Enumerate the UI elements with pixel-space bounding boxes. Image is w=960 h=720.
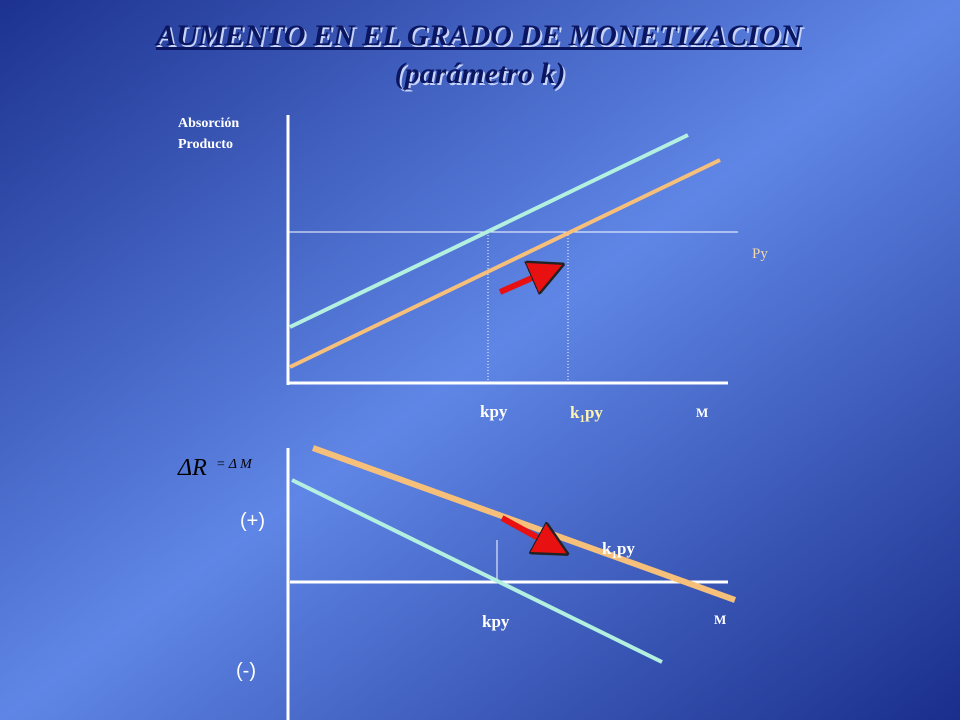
- label-part: k: [570, 403, 580, 422]
- py-label: Py: [752, 246, 768, 262]
- m-label: M: [696, 405, 708, 420]
- title-shadow: AUMENTO EN EL GRADO DE MONETIZACION: [156, 21, 805, 54]
- k1py-label: k1py: [570, 403, 603, 425]
- label-part: py: [585, 403, 603, 422]
- kpy-line: [289, 133, 689, 329]
- kpy-label: kpy: [480, 402, 508, 421]
- k1py-line: [311, 445, 737, 603]
- subscript: 1: [579, 413, 585, 425]
- kpy-label: kpy: [482, 612, 510, 631]
- delta-m: = Δ M: [216, 457, 253, 472]
- subtitle-shadow: (parámetro k): [397, 59, 568, 92]
- subtitle: (parámetro k): [395, 57, 566, 90]
- k1py-label: k1py: [602, 539, 635, 561]
- positive-label: (+): [240, 510, 265, 532]
- shift-arrow: [498, 271, 548, 295]
- subscript: 1: [611, 549, 617, 561]
- m-label: M: [714, 612, 726, 627]
- k1py-line: [289, 158, 721, 369]
- negative-label: (-): [236, 660, 256, 682]
- y-label: Producto: [178, 137, 233, 152]
- y-label: Absorción: [178, 116, 239, 131]
- label-part: k: [602, 539, 612, 558]
- label-part: py: [617, 539, 635, 558]
- delta-r: ΔR: [177, 455, 207, 481]
- shift-arrow: [500, 515, 553, 546]
- kpy-line: [291, 478, 663, 664]
- title: AUMENTO EN EL GRADO DE MONETIZACION: [154, 19, 803, 52]
